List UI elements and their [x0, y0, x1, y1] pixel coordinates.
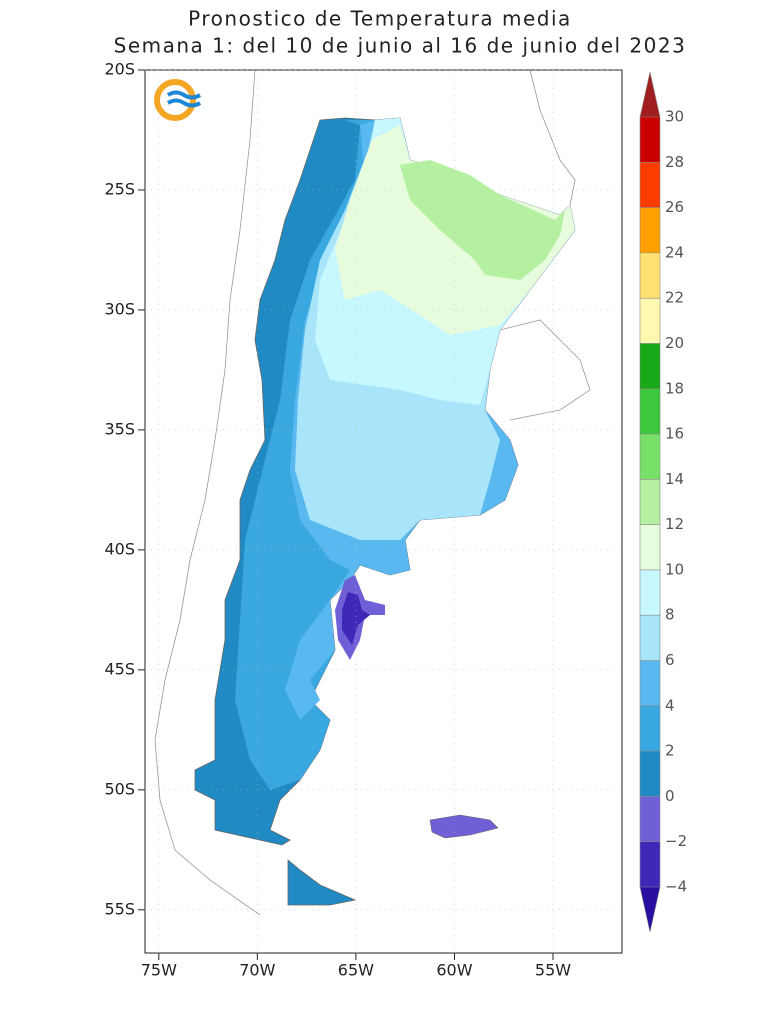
colorbar-band [640, 479, 660, 525]
colorbar-band [640, 524, 660, 570]
lon-tick-label: 70W [239, 961, 275, 980]
colorbar-label: 4 [665, 696, 675, 714]
colorbar-label: −2 [665, 832, 687, 850]
colorbar-band [640, 660, 660, 706]
lon-tick-label: 60W [436, 961, 472, 980]
colorbar-label: 2 [665, 742, 675, 760]
colorbar-under [640, 887, 660, 932]
axes: 20S 25S 30S 35S 40S 45S 50S 55S 75W 70W 65W 60W 55W [104, 60, 622, 980]
lat-tick-label: 30S [104, 299, 135, 318]
colorbar-band [640, 298, 660, 344]
colorbar-label: 10 [665, 560, 684, 578]
colorbar-band [640, 615, 660, 661]
colorbar-band [640, 162, 660, 208]
border [529, 69, 576, 206]
logo [154, 79, 202, 121]
colorbar-label: 16 [665, 425, 684, 443]
colorbar-label: 12 [665, 515, 684, 533]
colorbar-label: 8 [665, 606, 675, 624]
colorbar-label: 20 [665, 334, 684, 352]
map-frame [144, 69, 623, 954]
colorbar-band [640, 117, 660, 163]
colorbar-label: 18 [665, 379, 684, 397]
lat-tick-label: 25S [104, 179, 135, 198]
zone-12-14 [400, 160, 565, 280]
zone-minus4-minus2 [342, 592, 370, 645]
colorbar-band [640, 343, 660, 389]
colorbar-band [640, 569, 660, 616]
colorbar-over [640, 72, 660, 117]
colorbar-label: 28 [665, 153, 684, 171]
colorbar-band [640, 434, 660, 480]
falklands [429, 814, 499, 839]
colorbar-band [640, 796, 660, 842]
colorbar-label: 6 [665, 651, 675, 669]
colorbar-band [640, 388, 660, 435]
lat-tick-label: 35S [104, 419, 135, 438]
colorbar-band [640, 705, 660, 752]
colorbar-label: 22 [665, 289, 684, 307]
south-america-coast [154, 69, 261, 916]
lon-tick-label: 55W [535, 961, 571, 980]
lat-tick-label: 40S [104, 539, 135, 558]
colorbar-label: 0 [665, 787, 675, 805]
lat-tick-label: 20S [104, 60, 135, 79]
title-line: Semana 1: del 10 de junio al 16 de junio… [114, 34, 687, 58]
lon-tick-label: 65W [338, 961, 374, 980]
tierra-del-fuego [287, 859, 357, 906]
colorbar-band [640, 252, 660, 299]
lat-tick-label: 45S [104, 659, 135, 678]
colorbar-band [640, 841, 660, 887]
colorbar-label: 14 [665, 470, 684, 488]
colorbar-label: −4 [665, 878, 687, 896]
colorbar-label: 26 [665, 198, 684, 216]
lat-tick-label: 55S [104, 899, 135, 918]
border [499, 319, 591, 421]
colorbar-label: 30 [665, 108, 684, 126]
lat-tick-label: 50S [104, 779, 135, 798]
colorbar-label: 24 [665, 243, 684, 261]
colorbar-band [640, 207, 660, 253]
lon-tick-label: 75W [141, 961, 177, 980]
map-layers [154, 69, 591, 916]
title-line: Pronostico de Temperatura media [188, 7, 572, 31]
colorbar-band [640, 751, 660, 797]
